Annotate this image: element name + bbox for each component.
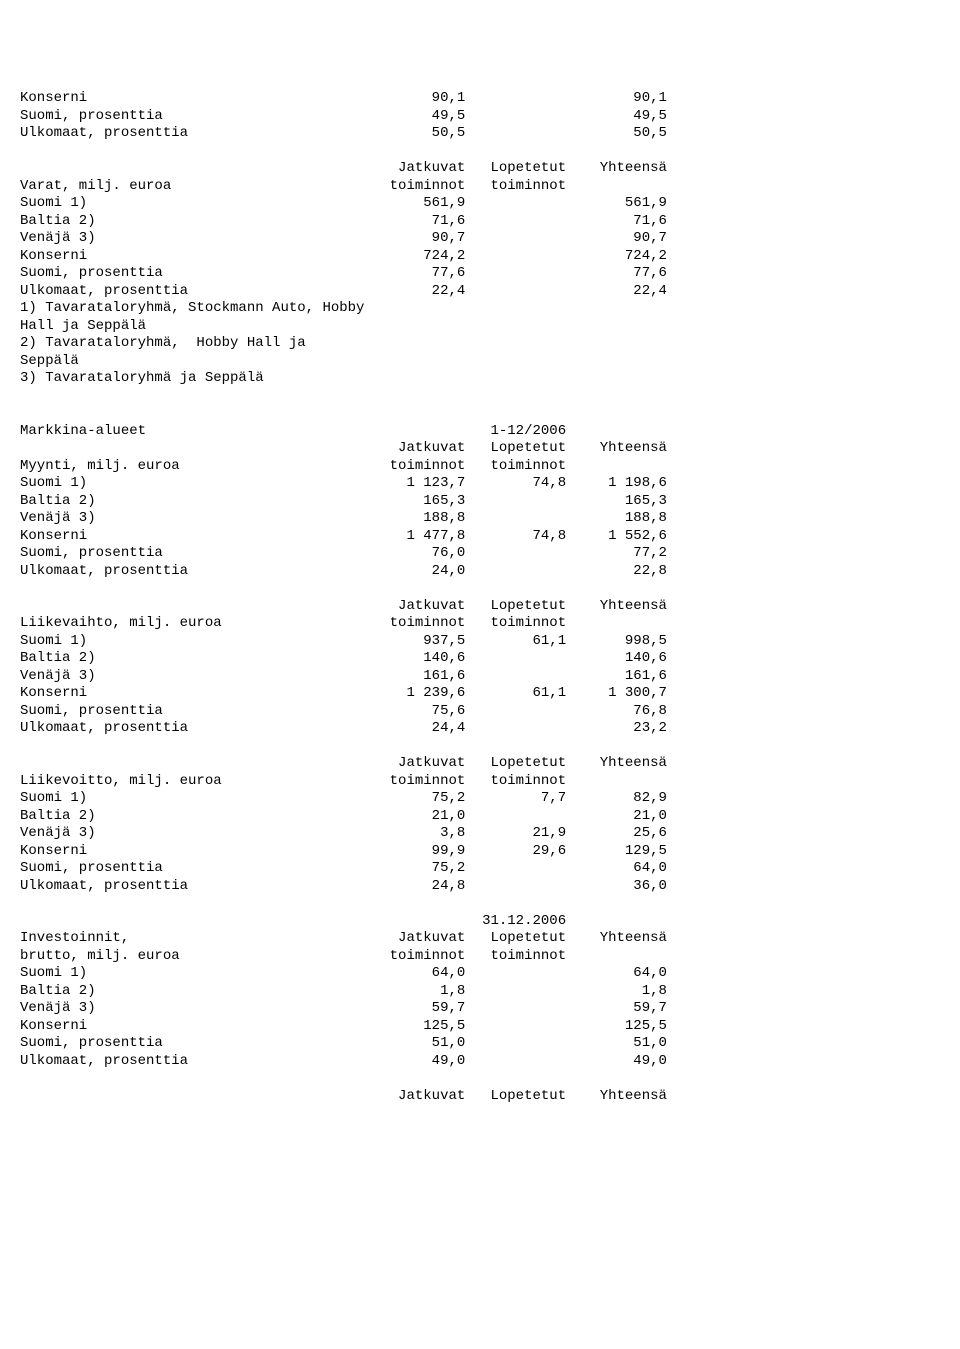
document-page: Konserni 90,1 90,1 Suomi, prosenttia 49,… <box>20 90 940 1105</box>
